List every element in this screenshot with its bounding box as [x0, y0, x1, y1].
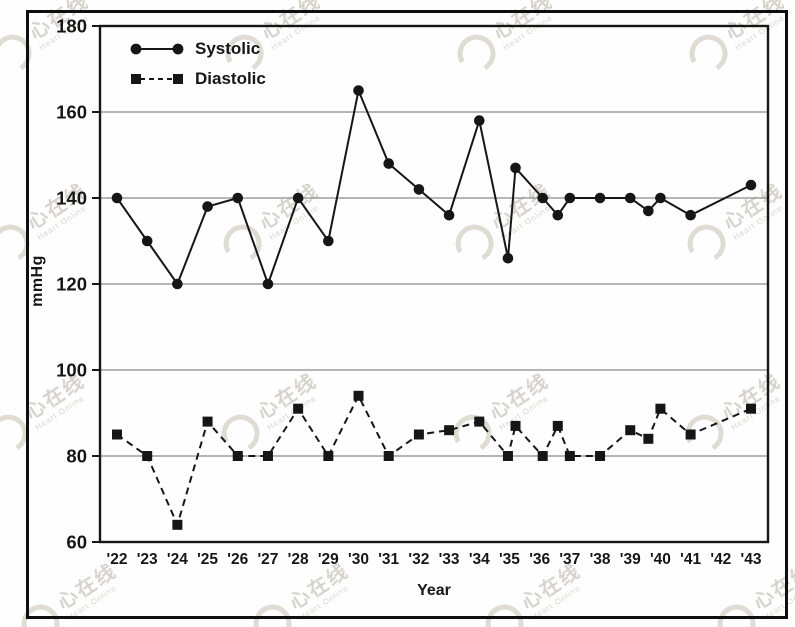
diastolic-point — [444, 425, 455, 436]
x-tick-label: '35 — [499, 551, 520, 568]
systolic-point — [383, 158, 395, 169]
y-tick-label: 80 — [66, 446, 87, 467]
systolic-point — [323, 235, 334, 247]
systolic-point — [443, 209, 455, 221]
diastolic-point — [625, 425, 636, 436]
x-tick-label: '41 — [680, 551, 701, 568]
systolic-point — [745, 179, 757, 191]
diastolic-point — [510, 420, 521, 431]
diastolic-point — [746, 403, 756, 414]
legend-label-systolic: Systolic — [195, 39, 261, 58]
systolic-point — [292, 192, 304, 204]
diastolic-point — [564, 451, 575, 461]
y-tick-label: 140 — [56, 188, 87, 209]
systolic-point — [624, 192, 636, 204]
x-tick-label: '36 — [529, 551, 550, 568]
y-tick-label: 160 — [56, 102, 87, 123]
systolic-key-icon — [130, 43, 184, 55]
systolic-point — [202, 201, 213, 212]
diastolic-point — [643, 433, 654, 444]
systolic-point — [172, 278, 183, 290]
systolic-point — [141, 235, 153, 247]
x-tick-label: '22 — [107, 551, 128, 568]
chart-frame-border — [26, 10, 788, 619]
x-tick-label: '23 — [137, 551, 158, 568]
y-tick-label: 120 — [56, 274, 87, 295]
diastolic-line — [116, 393, 752, 528]
systolic-point — [643, 205, 654, 217]
systolic-point — [502, 252, 514, 264]
diastolic-point — [142, 451, 153, 461]
diastolic-point — [685, 429, 696, 440]
diastolic-key-icon — [131, 74, 183, 84]
x-tick-label: '31 — [378, 551, 399, 568]
diastolic-point — [537, 451, 548, 461]
y-tick-label: 60 — [66, 532, 87, 553]
x-tick-label: '24 — [167, 551, 188, 568]
diastolic-point — [232, 451, 243, 461]
y-axis-title: mmHg — [29, 255, 46, 307]
chart-legend: Systolic Diastolic — [128, 36, 266, 92]
diastolic-point — [552, 420, 563, 431]
diastolic-point — [112, 429, 122, 440]
diastolic-point — [413, 429, 424, 440]
x-tick-label: '28 — [288, 551, 309, 568]
systolic-point — [473, 115, 485, 126]
diastolic-point — [353, 390, 364, 401]
systolic-point — [685, 209, 696, 221]
y-tick-label: 100 — [56, 360, 87, 381]
x-tick-label: '40 — [650, 551, 671, 568]
diastolic-point — [383, 451, 394, 461]
systolic-point — [594, 192, 606, 204]
diastolic-point — [202, 416, 213, 427]
systolic-line — [116, 87, 752, 288]
x-tick-label: '27 — [257, 551, 278, 568]
systolic-point — [353, 85, 364, 96]
x-axis-title: Year — [417, 582, 451, 599]
x-tick-label: '43 — [741, 551, 762, 568]
legend-label-diastolic: Diastolic — [195, 69, 266, 88]
x-tick-label: '39 — [620, 551, 641, 568]
diastolic-point — [655, 403, 666, 414]
systolic-point — [655, 192, 666, 204]
legend-item-systolic: Systolic — [128, 36, 266, 62]
x-tick-label: '33 — [439, 551, 460, 568]
systolic-point — [564, 192, 576, 204]
systolic-point — [552, 209, 564, 221]
x-tick-label: '26 — [227, 551, 248, 568]
legend-item-diastolic: Diastolic — [128, 66, 266, 92]
y-tick-label: 180 — [56, 16, 87, 37]
diastolic-point — [474, 416, 485, 427]
x-tick-label: '37 — [559, 551, 580, 568]
systolic-point — [413, 184, 425, 195]
diastolic-point — [293, 403, 304, 414]
x-tick-label: '38 — [590, 551, 611, 568]
diastolic-point — [262, 451, 273, 461]
x-tick-label: '32 — [408, 551, 429, 568]
diastolic-point — [595, 451, 606, 461]
x-tick-label: '29 — [318, 551, 339, 568]
x-tick-label: '30 — [348, 551, 369, 568]
x-tick-label: '25 — [197, 551, 218, 568]
systolic-point — [262, 278, 274, 290]
x-tick-label: '42 — [710, 551, 731, 568]
diastolic-point — [172, 519, 183, 530]
diastolic-point — [502, 451, 513, 461]
systolic-point — [537, 192, 548, 204]
x-tick-label: '34 — [469, 551, 490, 568]
diastolic-point — [323, 451, 334, 461]
systolic-point — [232, 192, 244, 204]
systolic-point — [510, 162, 521, 174]
systolic-point — [111, 192, 123, 204]
